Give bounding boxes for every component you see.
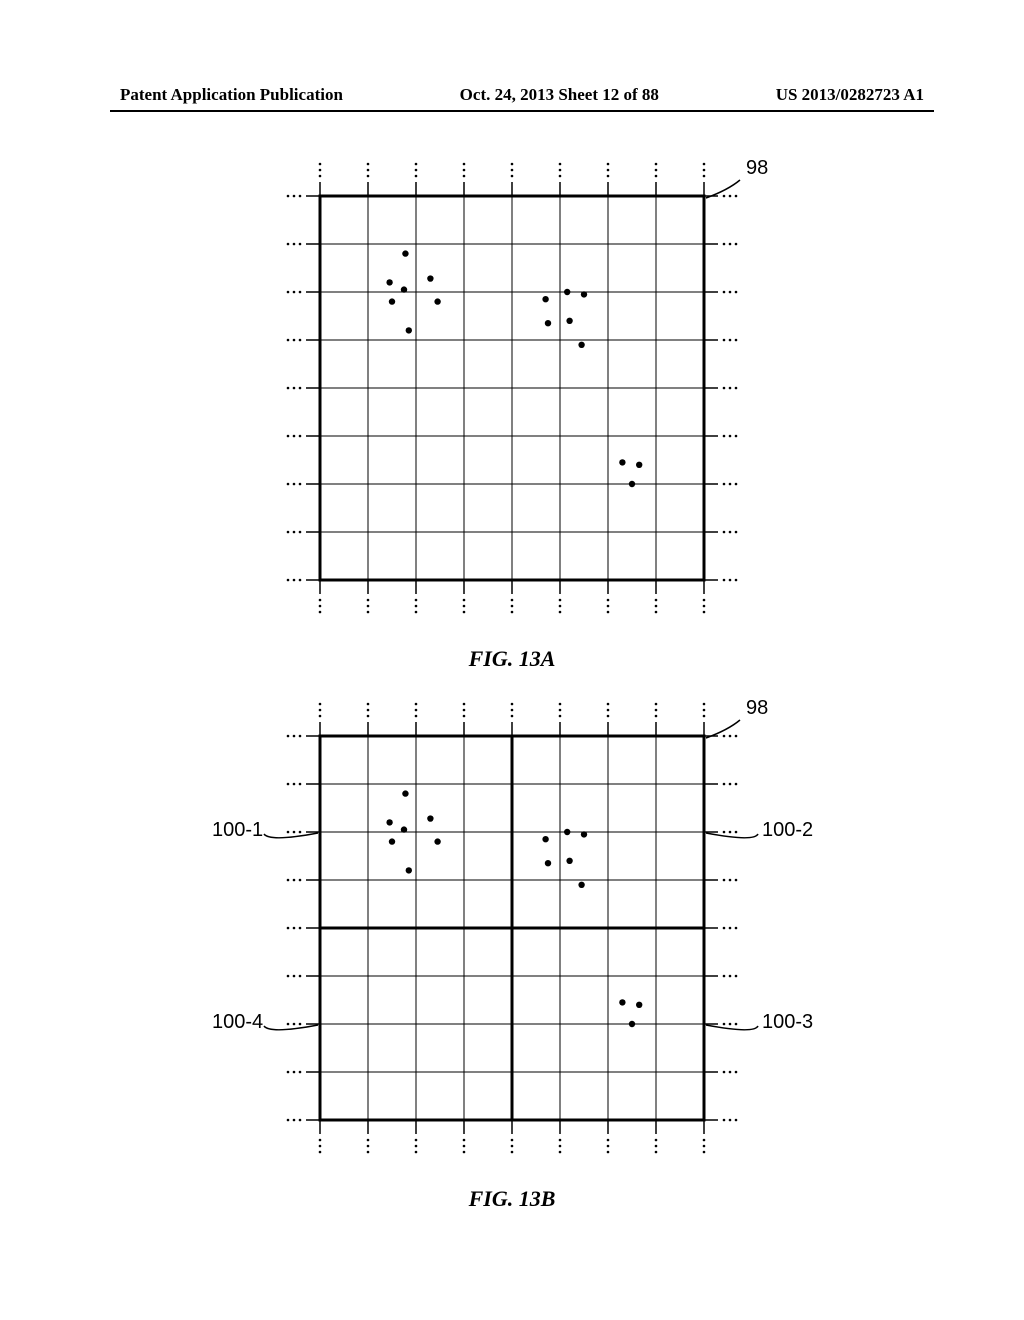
page: Patent Application Publication Oct. 24, … [0, 0, 1024, 1320]
figure-13a-svg: 98 [212, 160, 812, 640]
svg-text:98: 98 [746, 160, 768, 179]
figure-13b-caption: FIG. 13B [0, 1186, 1024, 1212]
figure-13b: 98 100-1 100-2 100-3 100-4 FIG. 13B [0, 700, 1024, 1212]
figure-13a: 98 FIG. 13A [0, 160, 1024, 672]
header-right: US 2013/0282723 A1 [776, 85, 924, 105]
header-rule [110, 110, 934, 112]
svg-text:100-3: 100-3 [762, 1011, 813, 1033]
svg-text:98: 98 [746, 700, 768, 719]
svg-text:100-1: 100-1 [212, 819, 263, 841]
header-left: Patent Application Publication [120, 85, 343, 105]
figure-13b-svg: 98 100-1 100-2 100-3 100-4 [192, 700, 832, 1180]
svg-text:100-2: 100-2 [762, 819, 813, 841]
page-header: Patent Application Publication Oct. 24, … [120, 85, 924, 105]
figure-13a-caption: FIG. 13A [0, 646, 1024, 672]
header-center: Oct. 24, 2013 Sheet 12 of 88 [460, 85, 659, 105]
svg-text:100-4: 100-4 [212, 1011, 263, 1033]
